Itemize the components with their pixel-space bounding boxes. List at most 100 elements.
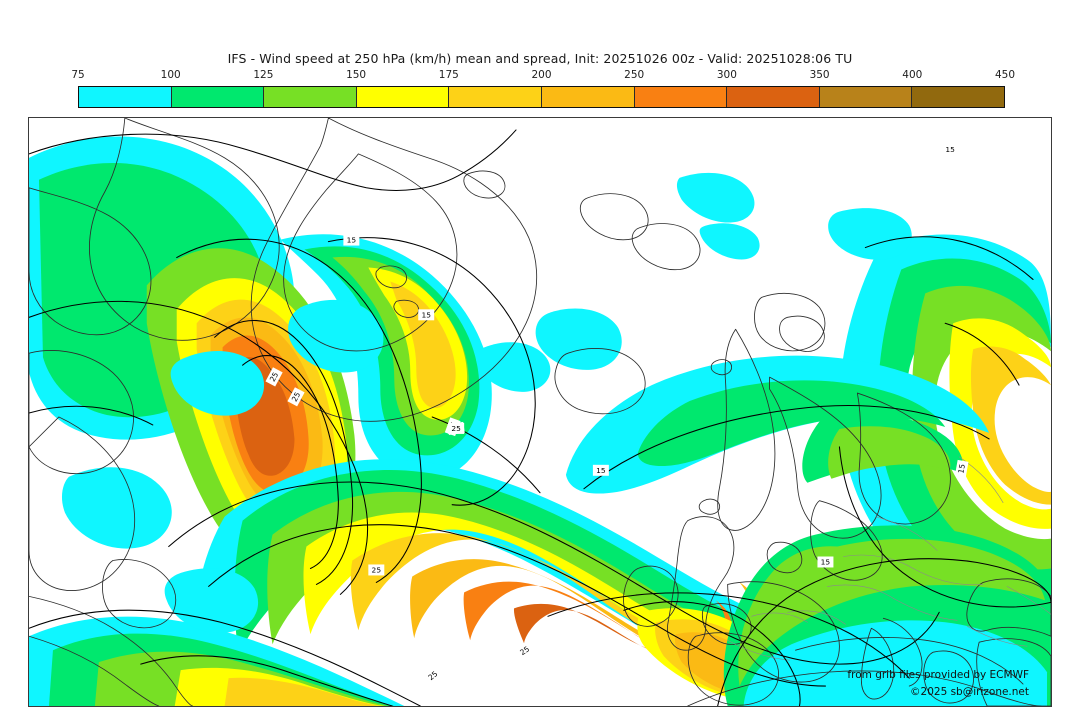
page-title: IFS - Wind speed at 250 hPa (km/h) mean … <box>227 51 853 66</box>
coast-arctic-island-c <box>393 299 420 318</box>
band-amber-south <box>224 677 381 706</box>
colorbar-segment-250-300 <box>634 87 728 107</box>
contour-label-25-b: 25 <box>287 387 305 407</box>
coast-finland <box>856 392 951 525</box>
contour-extra-e <box>944 322 1020 386</box>
contour-label-25-e: 25 <box>448 422 465 434</box>
colorbar-segment-350-400 <box>819 87 913 107</box>
colorbar-tick-150: 150 <box>346 69 367 81</box>
coast-na-east <box>29 595 194 706</box>
coast-arctic-island-a <box>463 170 506 199</box>
band-cyan-pocket-i <box>164 568 259 633</box>
coast-na-east2 <box>29 635 160 706</box>
band-cyan-pocket-e <box>288 299 384 373</box>
band-amber-east <box>970 346 1051 505</box>
contour-25-core <box>214 319 354 585</box>
map-canvas: 15 15 25 25 <box>29 118 1051 706</box>
map-plot-area: 15 15 25 25 <box>28 117 1052 707</box>
coastlines <box>29 118 1051 706</box>
attribution-copyright: ©2025 sb@irizone.net <box>910 686 1029 698</box>
band-cyan-pocket-a <box>676 172 755 223</box>
coast-baffin-2 <box>29 187 152 336</box>
band-cyan-pocket-d <box>61 467 172 549</box>
political-borders <box>727 456 1051 661</box>
band-cyan-pocket-h <box>828 208 912 260</box>
contour-15-greenland <box>327 237 536 506</box>
colorbar-tick-100: 100 <box>160 69 181 81</box>
band-cyan-pocket-c <box>475 342 551 392</box>
band-gy-medit <box>738 538 1046 687</box>
contour-label-25-h: 25 <box>368 564 385 576</box>
colorbar-segment-100-125 <box>171 87 265 107</box>
coast-newfoundland <box>102 559 177 629</box>
coast-greenland-inner <box>283 153 458 352</box>
colorbar-tick-300: 300 <box>716 69 737 81</box>
coast-svalbard-2 <box>779 315 825 352</box>
coast-baffin <box>89 118 280 341</box>
svg-text:15: 15 <box>945 145 955 154</box>
contour-15-atlantic <box>168 481 940 665</box>
colorbar <box>78 86 1005 108</box>
contour-label-15-f: 15 <box>954 459 969 478</box>
coast-italy <box>860 627 895 700</box>
coast-janmayen <box>710 359 733 376</box>
contour-label-25-a: 25 <box>265 367 283 387</box>
windspeed-filled-contours <box>29 136 1051 706</box>
contour-label-15-a: 15 <box>343 234 360 246</box>
coast-medit-north <box>795 637 1024 685</box>
svg-text:15: 15 <box>347 236 357 245</box>
colorbar-segment-400-450 <box>912 87 1004 107</box>
svg-text:25: 25 <box>451 424 461 433</box>
contour-15-iberia <box>623 601 801 706</box>
colorbar-tick-75: 75 <box>71 69 85 81</box>
colorbar-segment-75-100 <box>79 87 172 107</box>
svg-text:15: 15 <box>596 466 606 475</box>
svg-text:15: 15 <box>956 463 967 474</box>
coast-greece <box>923 650 974 704</box>
coast-adriatic <box>882 617 923 687</box>
spread-contours <box>29 129 1051 706</box>
band-amber-greenland <box>390 281 456 409</box>
svg-text:25: 25 <box>372 565 382 574</box>
contour-15-east <box>864 236 1034 280</box>
coast-greenland <box>250 118 538 422</box>
svg-text:15: 15 <box>821 557 831 566</box>
colorbar-segment-150-175 <box>356 87 450 107</box>
colorbar-tick-200: 200 <box>531 69 552 81</box>
svg-text:25: 25 <box>268 370 281 383</box>
band-gy-east <box>912 285 1051 570</box>
contour-label-15-d: 15 <box>817 556 834 568</box>
coast-arctic-island-d <box>631 223 701 271</box>
contour-25-south <box>140 655 393 706</box>
contour-15-scand <box>583 405 990 490</box>
coast-ireland <box>623 565 679 627</box>
band-cyan-pocket-f <box>535 308 622 370</box>
coast-scotland-isles <box>698 498 721 515</box>
svg-text:15: 15 <box>421 310 431 319</box>
contour-15-south <box>29 609 421 706</box>
colorbar-segment-300-350 <box>727 87 820 107</box>
colorbar-tick-labels: 75 100 125 150 175 200 250 300 350 400 4… <box>71 69 1015 83</box>
colorbar-tick-250: 250 <box>624 69 645 81</box>
contour-15-medit <box>717 558 1051 706</box>
colorbar-tick-400: 400 <box>902 69 923 81</box>
coast-iceland <box>554 348 646 415</box>
coast-turkey <box>976 638 1051 706</box>
contour-extra-nw <box>29 405 154 426</box>
coast-arctic-island-e <box>579 193 649 241</box>
contour-label-25-f: 25 <box>423 666 443 686</box>
contour-15-nw <box>29 300 369 595</box>
contour-label-15-b: 15 <box>418 309 435 321</box>
colorbar-tick-350: 350 <box>809 69 830 81</box>
coast-denmark <box>766 541 803 574</box>
coast-scandinavia-east <box>769 376 882 539</box>
svg-text:25: 25 <box>290 390 303 403</box>
contour-extra-mid <box>431 416 541 494</box>
contour-25-core2 <box>242 355 339 569</box>
coast-svalbard <box>754 292 826 352</box>
attribution-source: from grib files provided by ECMWF <box>847 669 1029 681</box>
band-gy-northsea <box>828 426 951 479</box>
contour-15-east2 <box>838 446 1051 608</box>
contour-label-15-e: 15 <box>942 143 959 155</box>
